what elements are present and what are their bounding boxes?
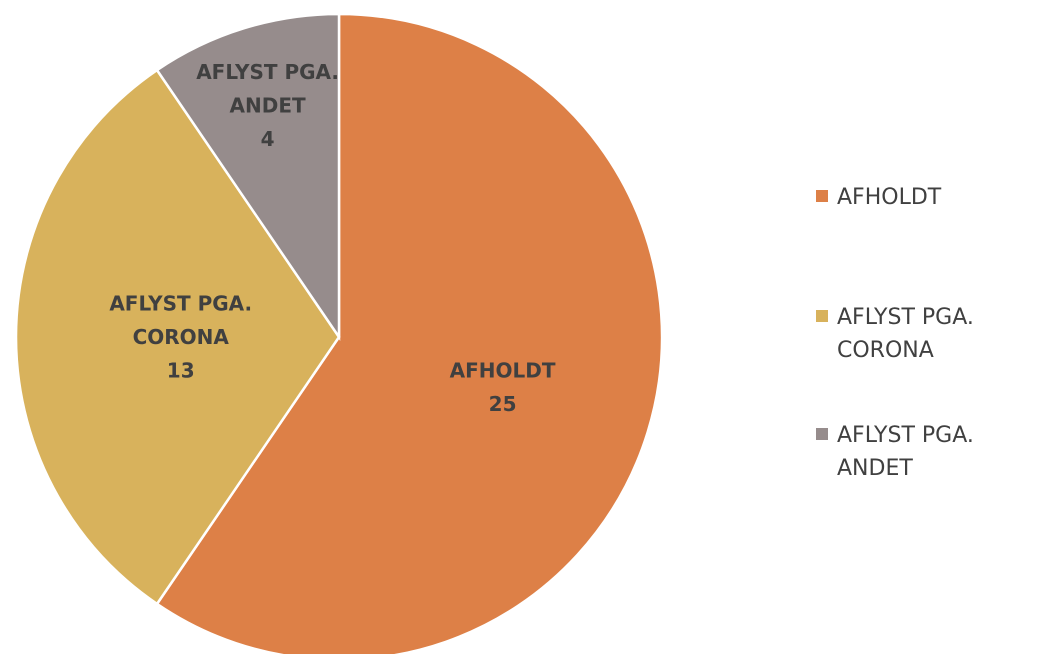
legend-swatch [816,190,828,202]
legend-label: AFLYST PGA. CORONA [837,305,974,363]
legend-swatch [816,428,828,440]
pie-slice [155,12,341,342]
legend-label: AFHOLDT [837,185,942,210]
data-label-name: AFLYST PGA. ANDET [196,60,339,118]
data-label-name: AFLYST PGA. CORONA [109,292,252,350]
pie-slice [155,12,664,654]
pie-slice [14,68,341,606]
data-label-value: 13 [167,359,195,383]
data-label-name: AFHOLDT [450,359,556,383]
legend-swatch [816,310,828,322]
legend-label: AFLYST PGA. ANDET [837,423,974,481]
data-label-value: 4 [261,127,275,151]
data-label-value: 25 [489,392,517,416]
